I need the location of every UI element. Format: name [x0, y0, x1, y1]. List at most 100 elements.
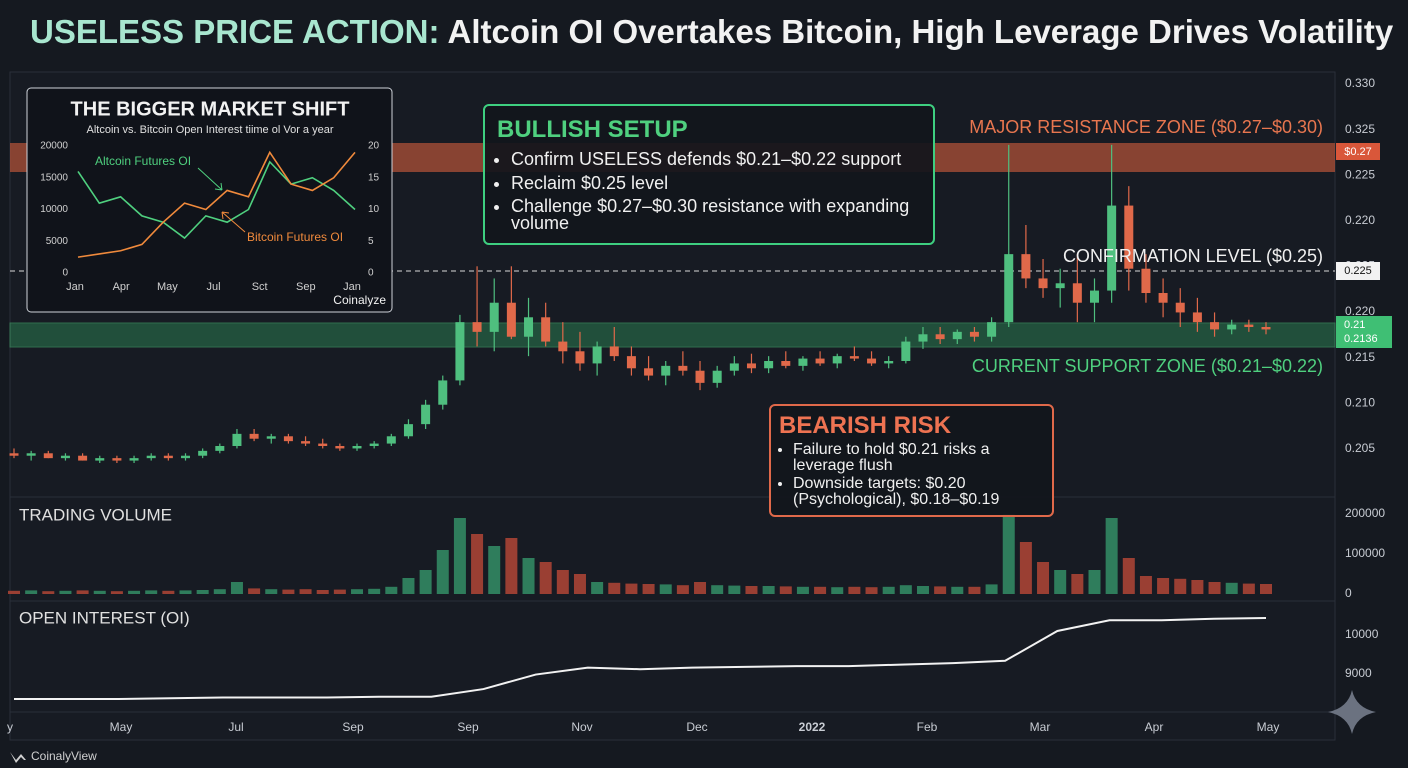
candle-body: [541, 317, 551, 342]
candle-body: [1158, 293, 1168, 303]
candle-body: [129, 458, 139, 461]
price-axis-label: 0.210: [1345, 395, 1375, 409]
time-axis-label: Sep: [342, 720, 364, 734]
price-axis-label: 0.220: [1345, 304, 1375, 318]
volume-bar: [522, 558, 535, 594]
volume-bar: [76, 590, 89, 594]
candle-body: [746, 363, 756, 369]
volume-bar: [642, 584, 655, 594]
volume-bar: [882, 586, 895, 594]
candle-body: [335, 446, 345, 449]
volume-bar: [471, 534, 484, 594]
volume-bar: [865, 587, 878, 594]
inset-right-tick: 20: [368, 141, 380, 152]
candle-body: [1004, 254, 1014, 323]
candle-body: [712, 370, 722, 383]
price-axis-label: 0.220: [1345, 213, 1375, 227]
volume-bar: [556, 570, 569, 594]
volume-bar: [728, 585, 741, 594]
time-axis-label: Nov: [571, 720, 592, 734]
volume-bar: [916, 586, 929, 594]
volume-bar: [402, 578, 415, 594]
legend-entry: Altcoin Futures OI: [95, 154, 191, 168]
support-zone: [9, 322, 1336, 348]
inset-x-tick: Sep: [296, 281, 316, 293]
inset-left-tick: 0: [62, 268, 68, 279]
candle-body: [249, 433, 259, 439]
volume-axis-label: 0: [1345, 586, 1352, 600]
candle-body: [987, 322, 997, 337]
inset-right-tick: 5: [368, 236, 374, 247]
inset-left-tick: 20000: [40, 141, 68, 152]
volume-bar: [110, 591, 123, 594]
candle-body: [163, 455, 173, 459]
time-axis-label: Jul: [228, 720, 243, 734]
volume-bar: [1139, 576, 1152, 594]
volume-bar: [831, 587, 844, 594]
candle-body: [318, 443, 328, 446]
candle-body: [421, 404, 431, 425]
inset-x-tick: Jan: [66, 281, 84, 293]
candle-body: [729, 363, 739, 371]
candle-body: [815, 358, 825, 364]
volume-bar: [848, 586, 861, 594]
candle-body: [1192, 312, 1202, 323]
candle-body: [1227, 324, 1237, 330]
inset-title: THE BIGGER MARKET SHIFT: [71, 98, 350, 120]
candle-body: [198, 450, 208, 456]
candle-body: [1210, 322, 1220, 330]
volume-bar: [676, 585, 689, 594]
candle-body: [935, 334, 945, 340]
volume-bar: [145, 590, 158, 594]
bearish-item: Failure to hold $0.21 risks a leverage f…: [793, 442, 1044, 474]
page-title: USELESS PRICE ACTION: Altcoin OI Overtake…: [30, 13, 1394, 50]
candle-body: [232, 433, 242, 446]
candle-body: [352, 446, 362, 449]
volume-bar: [128, 590, 141, 594]
time-axis-label: May: [110, 720, 133, 734]
candle-body: [1021, 254, 1031, 279]
inset-right-tick: 15: [368, 172, 380, 183]
volume-bar: [1019, 542, 1032, 594]
oi-axis-label: 9000: [1345, 666, 1372, 680]
volume-bar: [196, 590, 209, 594]
volume-bar: [539, 562, 552, 594]
volume-bar: [796, 586, 809, 594]
time-axis-label: Apr: [1145, 720, 1164, 734]
candle-body: [43, 453, 53, 459]
volume-bar: [162, 590, 175, 594]
time-axis-label: Sep: [457, 720, 479, 734]
title-rest: Altcoin OI Overtakes Bitcoin, High Lever…: [448, 13, 1394, 50]
volume-bar: [1242, 583, 1255, 594]
volume-bar: [1208, 582, 1221, 594]
volume-bar: [1071, 574, 1084, 594]
volume-bar: [248, 588, 261, 594]
confirmation-tag: [1336, 262, 1380, 280]
price-axis-label: 0.215: [1345, 350, 1375, 364]
candle-body: [609, 346, 619, 357]
candle-body: [283, 436, 293, 442]
price-axis-label: 0.330: [1345, 76, 1375, 90]
volume-bar: [453, 518, 466, 594]
inset-subtitle: Altcoin vs. Bitcoin Open Interest tiime …: [86, 124, 333, 136]
volume-bar: [968, 586, 981, 594]
volume-bar: [745, 586, 758, 594]
inset-x-tick: Apr: [113, 281, 130, 293]
candle-body: [1261, 327, 1271, 330]
time-axis-label: Feb: [917, 720, 938, 734]
confirmation-label: CONFIRMATION LEVEL ($0.25): [1063, 246, 1323, 266]
inset-line: [77, 160, 356, 240]
confirmation-tag-text: 0.225: [1344, 265, 1372, 277]
candle-body: [678, 365, 688, 371]
axes: 0.3300.3250.2250.2200.2250.2200.2150.210…: [7, 76, 1385, 734]
inset-x-tick: Jan: [343, 281, 361, 293]
volume-bar: [985, 584, 998, 594]
candle-body: [369, 443, 379, 446]
candle-body: [1055, 283, 1065, 289]
volume-bar: [333, 589, 346, 594]
candle-body: [1141, 268, 1151, 293]
volume-bar: [282, 589, 295, 594]
candle-body: [695, 370, 705, 383]
candle-body: [1244, 324, 1254, 327]
volume-bar: [25, 590, 38, 594]
